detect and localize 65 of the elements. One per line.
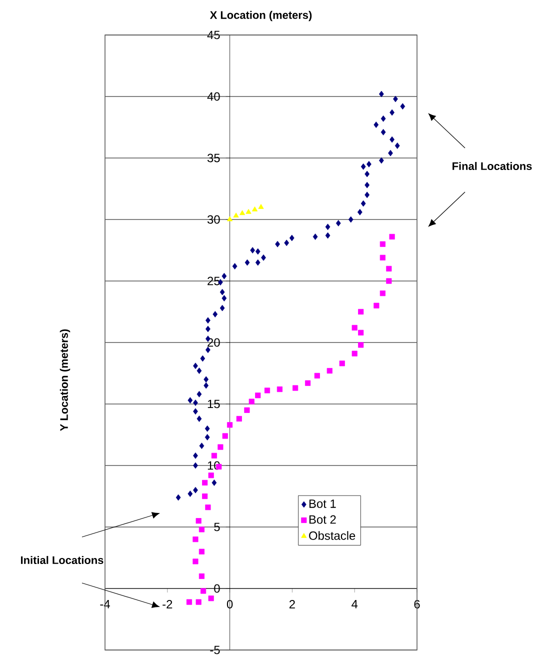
point <box>233 212 239 218</box>
y-tick-label: 30 <box>207 215 220 224</box>
x-tick-label: 6 <box>414 600 420 608</box>
point <box>389 234 395 240</box>
point <box>196 599 202 605</box>
point <box>246 208 252 214</box>
point <box>192 536 198 542</box>
point <box>211 452 217 458</box>
x-axis-title: X Location (meters) <box>210 10 312 22</box>
point <box>252 206 258 212</box>
point <box>380 241 386 247</box>
point <box>326 368 332 374</box>
x-tick-label: 4 <box>352 600 358 608</box>
x-tick-label: -4 <box>100 600 110 608</box>
y-axis-title: Y Location (meters) <box>60 329 70 431</box>
point <box>200 588 206 594</box>
x-tick-label: -2 <box>162 600 172 608</box>
point <box>339 360 345 366</box>
point <box>227 216 233 222</box>
point <box>264 388 270 394</box>
y-tick-label: 25 <box>208 276 220 286</box>
point <box>192 558 198 564</box>
x-tick-label: 2 <box>289 600 295 608</box>
y-tick-label: 35 <box>207 154 220 162</box>
point <box>258 204 264 209</box>
point <box>218 444 224 450</box>
point <box>248 398 254 404</box>
legend-label: Obstacle <box>309 531 356 540</box>
point <box>198 573 205 579</box>
point <box>208 472 214 478</box>
point <box>276 386 283 392</box>
point <box>380 290 386 296</box>
y-tick-label: 15 <box>208 400 220 408</box>
point <box>305 380 311 386</box>
point <box>227 422 233 428</box>
point <box>374 302 380 308</box>
point <box>196 518 202 524</box>
point <box>358 308 364 315</box>
legend-label: Bot 1 <box>309 500 336 508</box>
text: Final Locations <box>452 162 532 170</box>
point <box>386 278 392 284</box>
point <box>198 526 205 532</box>
point <box>244 407 250 413</box>
point <box>292 385 298 391</box>
point <box>358 330 364 336</box>
point <box>236 416 242 422</box>
text: Initial Locations <box>21 556 104 564</box>
y-tick-label: 40 <box>207 92 220 101</box>
point <box>352 324 358 331</box>
point <box>205 504 211 510</box>
point <box>255 392 261 398</box>
point <box>239 210 246 216</box>
point <box>208 596 214 602</box>
point <box>202 493 208 500</box>
point <box>380 254 386 260</box>
y-tick-label: 5 <box>214 522 220 532</box>
point <box>314 372 320 378</box>
point <box>222 433 228 439</box>
point <box>198 548 205 554</box>
legend-label: Bot 2 <box>309 515 336 524</box>
point <box>386 266 392 272</box>
point <box>352 350 358 356</box>
point <box>358 342 364 348</box>
point <box>202 480 208 486</box>
point <box>186 599 192 605</box>
